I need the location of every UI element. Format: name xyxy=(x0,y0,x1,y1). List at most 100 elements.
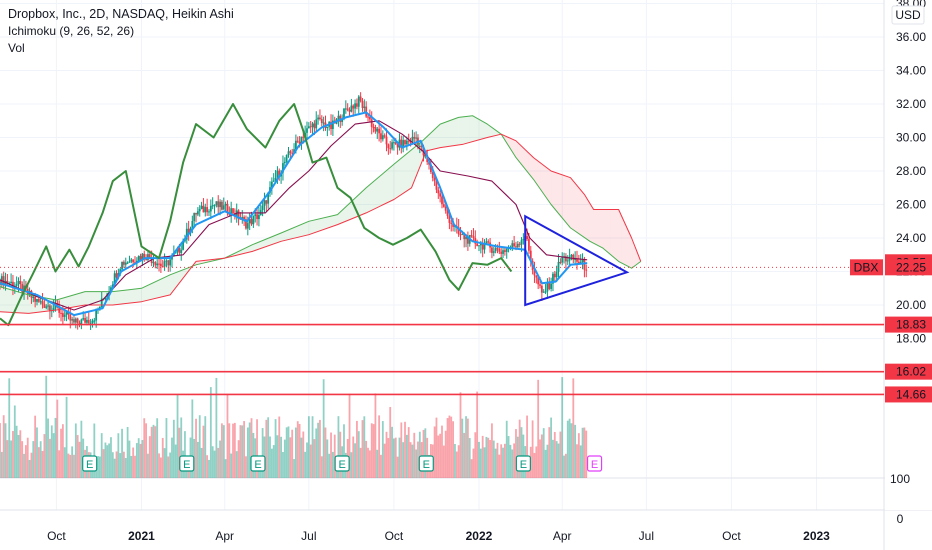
cloud-segment xyxy=(303,222,307,236)
ichimoku-cloud xyxy=(0,116,641,314)
candle-body xyxy=(215,201,218,206)
earnings-marker-label: E xyxy=(254,459,261,471)
price-label-2[interactable]: 18.83 xyxy=(885,316,932,333)
price-label-3[interactable]: 16.02 xyxy=(885,363,932,380)
triangle-drawing[interactable] xyxy=(524,214,630,307)
candle-body xyxy=(577,261,580,264)
volume-bar xyxy=(454,443,456,478)
volume-bar xyxy=(2,415,5,478)
candle-body xyxy=(407,140,410,142)
volume-bar xyxy=(298,423,301,478)
volume-bar xyxy=(60,428,62,478)
candle-body xyxy=(265,200,268,204)
candle-body xyxy=(376,128,379,132)
volume-bar xyxy=(417,441,419,478)
time-tick-7: Jul xyxy=(639,529,654,543)
volume-bar xyxy=(47,418,49,478)
earnings-marker-6[interactable]: E xyxy=(586,455,603,472)
cloud-segment xyxy=(547,168,552,205)
earnings-marker-0[interactable]: E xyxy=(82,455,98,472)
price-label-4[interactable]: 14.66 xyxy=(885,386,932,403)
price-label-1[interactable]: 22.25 DBX xyxy=(850,259,932,276)
candle-body xyxy=(566,260,569,262)
volume-bar xyxy=(572,378,575,478)
candle-body xyxy=(537,277,540,285)
candle-body xyxy=(278,170,281,177)
cloud-segment xyxy=(440,122,444,148)
candle-body xyxy=(400,139,403,149)
volume-bar xyxy=(502,447,504,478)
candle-body xyxy=(104,297,107,300)
volume-bar xyxy=(248,422,251,478)
currency-button[interactable]: USD xyxy=(891,5,925,25)
volume-bar xyxy=(481,435,484,478)
candle-body xyxy=(461,233,464,235)
earnings-marker-5[interactable]: E xyxy=(515,455,531,472)
candle-body xyxy=(232,208,234,214)
volume-bar xyxy=(391,426,393,478)
cloud-segment xyxy=(114,290,119,305)
candle-body xyxy=(583,259,586,270)
volume-bar xyxy=(343,424,345,478)
candle-body xyxy=(163,261,166,267)
price-axis[interactable]: 18.0020.0022.0024.0026.0028.0030.0032.00… xyxy=(850,0,932,526)
volume-bar xyxy=(132,447,135,478)
price-label-text: 22.25 xyxy=(896,260,926,274)
candle-body xyxy=(43,304,46,308)
earnings-marker-4[interactable]: E xyxy=(418,455,434,472)
volume-bar xyxy=(478,441,480,478)
indicator-volume-label[interactable]: Vol xyxy=(8,41,25,55)
currency-label: USD xyxy=(895,8,921,22)
cloud-segment xyxy=(469,116,474,143)
volume-bar xyxy=(498,454,501,478)
volume-bar xyxy=(26,437,29,478)
volume-bar xyxy=(333,434,336,478)
candle-body xyxy=(256,214,258,220)
time-tick-3: Jul xyxy=(301,529,316,543)
candle-body xyxy=(535,275,538,278)
volume-bar xyxy=(489,439,491,478)
volume-bar xyxy=(330,432,332,478)
volume-bar xyxy=(544,449,547,478)
candle-body xyxy=(65,312,68,315)
volume-tick-0: 0 xyxy=(897,512,904,526)
candle-body xyxy=(435,180,438,190)
candle-body xyxy=(230,208,233,215)
candle-body xyxy=(320,119,323,124)
volume-bar xyxy=(196,441,199,478)
candle-body xyxy=(296,140,299,142)
cloud-segment xyxy=(170,273,174,295)
volume-bar xyxy=(17,434,20,478)
candle-body xyxy=(315,119,318,129)
volume-bar xyxy=(559,431,562,478)
indicator-ichimoku-label[interactable]: Ichimoku (9, 26, 52, 26) xyxy=(8,24,135,38)
earnings-marker-box xyxy=(334,455,350,472)
horizontal-levels[interactable] xyxy=(0,323,884,396)
earnings-marker-box xyxy=(250,455,266,472)
cloud-segment xyxy=(251,243,256,252)
symbol-title[interactable]: Dropbox, Inc., 2D, NASDAQ, Heikin Ashi xyxy=(8,7,234,21)
cloud-segment xyxy=(343,205,348,222)
volume-bar xyxy=(446,418,449,478)
volume-bar xyxy=(267,417,270,478)
volume-bar xyxy=(208,459,210,478)
candle-body xyxy=(313,123,316,129)
volume-bar xyxy=(533,452,536,478)
candle-body xyxy=(15,284,18,286)
cloud-segment xyxy=(144,285,148,302)
time-axis[interactable]: Oct 2021 Apr Jul Oct 2022 Apr Jul Oct 2023 xyxy=(47,529,830,543)
candle-body xyxy=(63,314,66,317)
candle-body xyxy=(367,116,369,118)
volume-bar xyxy=(123,451,125,478)
earnings-marker-1[interactable]: E xyxy=(179,455,195,472)
volume-bar xyxy=(370,423,373,478)
candle-body xyxy=(248,219,251,224)
candle-body xyxy=(502,250,504,254)
candle-body xyxy=(441,196,443,205)
candle-body xyxy=(191,221,194,229)
earnings-marker-3[interactable]: E xyxy=(334,455,350,472)
earnings-marker-2[interactable]: E xyxy=(250,455,266,472)
candle-body xyxy=(546,282,549,292)
volume-bar xyxy=(307,416,310,478)
